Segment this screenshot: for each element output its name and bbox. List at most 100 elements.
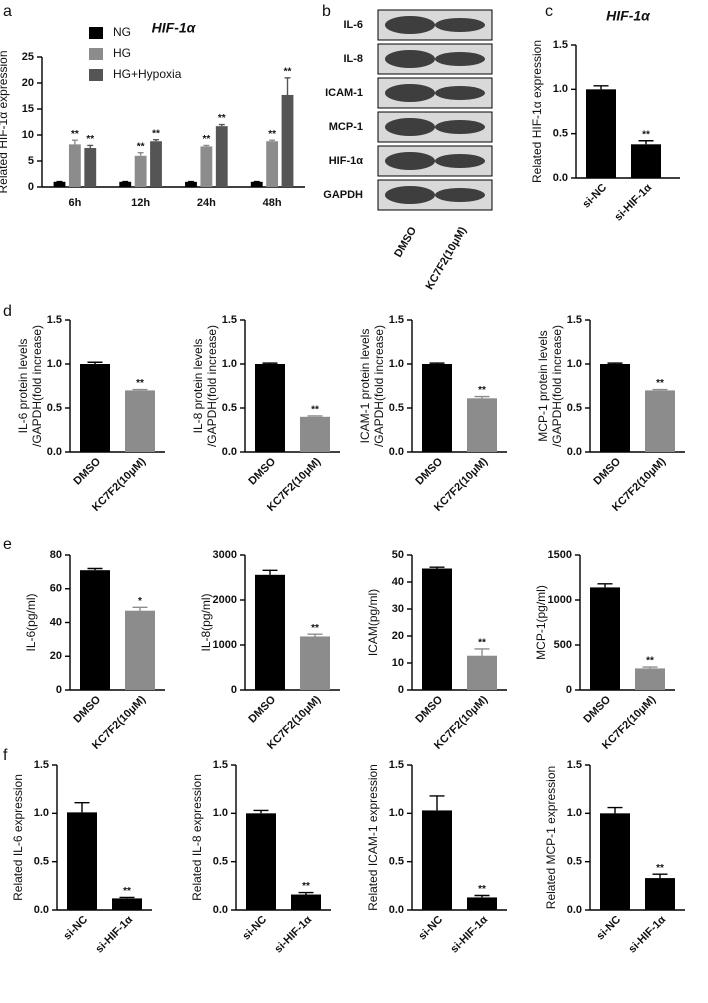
blot-band (385, 152, 435, 170)
significance-label: ** (152, 128, 160, 139)
blot-band (385, 186, 435, 204)
y-axis-label: Related HIF-1α expression (530, 40, 544, 183)
y-tick-label: 40 (392, 576, 404, 588)
y-tick-label: 1000 (548, 594, 572, 606)
y-tick-label: 0.5 (567, 402, 582, 414)
y-tick-label: 1.5 (34, 759, 49, 771)
x-tick-label: DMSO (591, 455, 623, 487)
x-tick-label: DMSO (71, 455, 103, 487)
bar (250, 181, 263, 187)
y-axis-label: /GAPDH(fold increase) (550, 325, 564, 447)
error-bar (284, 77, 291, 95)
row-label: MCP-1 (329, 121, 363, 133)
y-tick-label: 0.0 (47, 446, 62, 458)
error-bar (298, 891, 314, 895)
y-axis-label: IL-6(pg/ml) (24, 593, 38, 651)
error-bar (597, 583, 613, 588)
error-bar (429, 566, 445, 569)
y-tick-label: 0.0 (34, 904, 49, 916)
y-tick-label: 0 (398, 684, 404, 696)
y-tick-label: 0.5 (213, 856, 228, 868)
blot-band (435, 86, 485, 100)
bar (422, 810, 452, 910)
x-tick-label: si-HIF-1α (93, 914, 135, 956)
y-tick-label: 1.5 (553, 39, 568, 51)
significance-label: ** (302, 881, 310, 892)
x-tick-label: DMSO (246, 693, 278, 725)
y-tick-label: 10 (392, 657, 404, 669)
significance-label: ** (656, 378, 664, 389)
significance-label: ** (137, 141, 145, 152)
x-tick-label: si-NC (61, 914, 90, 943)
y-tick-label: 80 (50, 549, 62, 561)
bar (125, 390, 155, 452)
y-tick-label: 1.0 (567, 358, 582, 370)
blot-band (435, 154, 485, 168)
row-label: ICAM-1 (325, 87, 363, 99)
y-tick-label: 5 (28, 155, 34, 167)
legend-swatch (89, 48, 103, 60)
y-tick-label: 1.0 (34, 807, 49, 819)
legend-swatch (89, 27, 103, 39)
error-bar (638, 140, 654, 145)
y-tick-label: 0.5 (34, 856, 49, 868)
error-bar (307, 633, 323, 637)
y-tick-label: 0.0 (389, 446, 404, 458)
y-tick-label: 500 (554, 639, 572, 651)
y-tick-label: 1.0 (213, 807, 228, 819)
bar (586, 89, 616, 178)
row-label: HIF-1α (329, 155, 364, 167)
y-tick-label: 0.5 (567, 856, 582, 868)
x-tick-label: si-NC (416, 914, 445, 943)
blot-band (435, 120, 485, 134)
significance-label: * (138, 596, 142, 607)
error-bar (474, 894, 490, 898)
y-tick-label: 0.0 (222, 446, 237, 458)
bar (291, 894, 321, 910)
y-tick-label: 1.0 (222, 358, 237, 370)
y-tick-label: 40 (50, 616, 62, 628)
bar (246, 813, 276, 910)
x-tick-label: si-HIF-1α (272, 914, 314, 956)
bar (467, 897, 497, 910)
y-tick-label: 0.5 (553, 128, 568, 140)
y-tick-label: 1.5 (389, 314, 404, 326)
y-axis-label: ICAM(pg/ml) (366, 589, 380, 656)
bar (467, 398, 497, 452)
x-tick-label: si-HIF-1α (612, 182, 654, 224)
significance-label: ** (311, 623, 319, 634)
blot-band (435, 52, 485, 66)
significance-label: ** (284, 66, 292, 77)
x-tick-label: 48h (263, 197, 282, 209)
y-tick-label: 1.0 (389, 807, 404, 819)
y-axis-label: /GAPDH(fold increase) (372, 325, 386, 447)
y-axis-label: MCP-1(pg/ml) (534, 585, 548, 660)
error-bar (429, 795, 445, 811)
bar (150, 141, 162, 187)
x-tick-label: si-NC (594, 914, 623, 943)
error-bar (137, 151, 144, 156)
significance-label: ** (268, 129, 276, 140)
blot-band (385, 50, 435, 68)
bar (300, 416, 330, 452)
bar (215, 126, 228, 187)
bar (134, 155, 147, 187)
y-axis-label: Related ICAM-1 expression (366, 764, 380, 911)
significance-label: ** (656, 863, 664, 874)
bar (266, 141, 279, 187)
x-tick-label: si-NC (580, 182, 609, 211)
bar (68, 144, 81, 187)
error-bar (132, 388, 148, 391)
significance-label: ** (71, 129, 79, 140)
y-tick-label: 50 (392, 549, 404, 561)
error-bar (607, 806, 623, 814)
y-tick-label: 1.0 (567, 807, 582, 819)
x-tick-label: DMSO (413, 693, 445, 725)
chart-title: HIF-1α (606, 8, 651, 24)
y-axis-label: /GAPDH(fold increase) (30, 325, 44, 447)
bar (645, 390, 675, 452)
y-tick-label: 20 (50, 650, 62, 662)
y-tick-label: 1.0 (389, 358, 404, 370)
x-tick-label: si-NC (240, 914, 269, 943)
error-bar (253, 809, 269, 814)
